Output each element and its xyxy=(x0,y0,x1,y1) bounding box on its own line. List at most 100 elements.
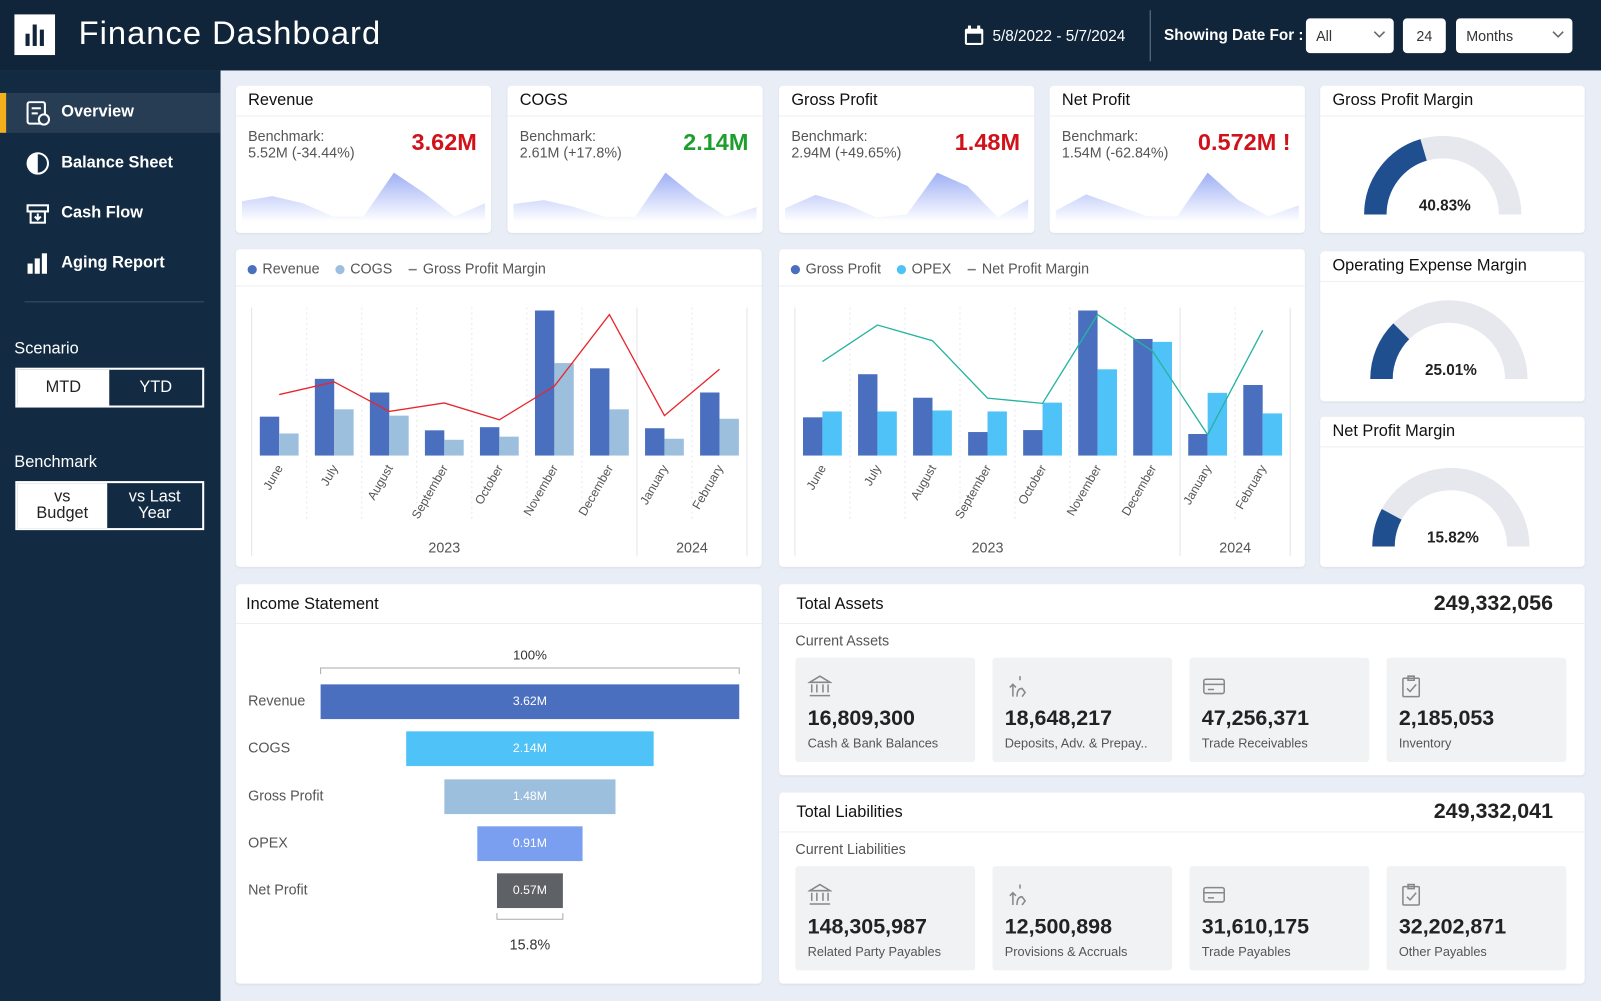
bar xyxy=(1152,341,1173,456)
chart-svg: Revenue 3.62M COGS 2.14M Gross Profit 1.48M OP… xyxy=(248,647,740,954)
benchmark-value: 2.61M (+17.8%) xyxy=(519,144,622,161)
period-unit[interactable]: Months xyxy=(1456,18,1573,54)
chart-svg: 40.83% xyxy=(1364,135,1522,215)
group-label: 2023 xyxy=(428,540,460,556)
bar xyxy=(314,378,335,456)
nav-active-marker xyxy=(0,92,7,133)
gauge-card: Net Profit Margin 15.82% xyxy=(1320,416,1585,567)
funnel-bar xyxy=(496,873,563,909)
divider xyxy=(507,115,763,117)
legend-marker xyxy=(247,265,257,275)
kpi-card: COGS Benchmark: 2.61M (+17.8%) 2.14M xyxy=(507,85,763,233)
category-label: COGS xyxy=(248,740,290,756)
period-filter[interactable]: All xyxy=(1305,18,1394,54)
bar xyxy=(822,411,842,456)
sparkline-area xyxy=(785,172,1029,222)
benchmark-option[interactable]: vs Last Year xyxy=(128,488,181,522)
aging-icon xyxy=(27,253,47,274)
benchmark-option[interactable]: vs Budget xyxy=(17,483,108,529)
metric-value: 16,809,300 xyxy=(807,706,915,731)
section-title: Total Assets xyxy=(796,595,884,613)
metric-value: 148,305,987 xyxy=(807,915,927,939)
group-label: 2023 xyxy=(972,540,1004,556)
divider xyxy=(779,831,1585,833)
legend-label: Gross Profit xyxy=(806,261,881,277)
metric-value: 47,256,371 xyxy=(1201,706,1310,731)
section-total: 249,332,041 xyxy=(1433,799,1554,824)
tile-icon xyxy=(1402,883,1421,906)
kpi-title: Net Profit xyxy=(1061,91,1130,110)
scenario-option[interactable]: YTD xyxy=(139,378,173,396)
metric-tile: 32,202,871 Other Payables xyxy=(1386,866,1567,971)
bar xyxy=(1023,430,1043,456)
legend-label: OPEX xyxy=(912,261,952,277)
legend-label: Gross Profit Margin xyxy=(423,261,546,277)
chart-svg xyxy=(1055,172,1299,222)
bar xyxy=(424,430,445,456)
section-title: Total Liabilities xyxy=(796,803,903,822)
bar xyxy=(1097,369,1117,456)
bar xyxy=(1262,413,1283,456)
tile-icon xyxy=(1203,678,1226,695)
chart-svg xyxy=(241,172,485,222)
gauge-label: 40.83% xyxy=(1419,197,1471,214)
calendar-icon xyxy=(964,25,984,45)
bar xyxy=(913,397,933,456)
legend-label: Revenue xyxy=(262,261,319,277)
tile-icon xyxy=(1203,886,1226,903)
bar xyxy=(334,409,354,456)
nav-item[interactable]: Aging Report xyxy=(61,254,165,272)
bar xyxy=(1042,402,1062,456)
nav-item[interactable]: Overview xyxy=(61,103,134,121)
bar xyxy=(389,415,409,456)
benchmark-value: 5.52M (-34.44%) xyxy=(248,144,355,161)
bar xyxy=(259,416,280,456)
category-label: Net Profit xyxy=(248,882,308,898)
bar xyxy=(719,418,739,456)
bar xyxy=(803,417,823,456)
divider xyxy=(24,301,205,303)
divider xyxy=(235,623,762,625)
balance-card: Total Assets 249,332,056 Current Assets 16,… xyxy=(779,584,1585,776)
category-label: OPEX xyxy=(248,835,288,851)
kpi-value: 1.48M xyxy=(954,128,1021,156)
x-tick-label: February xyxy=(690,462,727,512)
gauge-title: Operating Expense Margin xyxy=(1332,257,1527,275)
x-tick-label: July xyxy=(861,462,884,489)
x-tick-label: October xyxy=(472,462,506,507)
kpi-title: Gross Profit xyxy=(791,91,878,110)
sparkline-area xyxy=(241,172,485,222)
value-label: 0.91M xyxy=(513,836,547,850)
funnel-bar xyxy=(444,779,616,815)
icon-shape xyxy=(1009,884,1027,906)
gauge-value xyxy=(1370,323,1410,380)
bar xyxy=(444,439,464,456)
bracket xyxy=(496,913,564,920)
metric-label: Related Party Payables xyxy=(807,944,942,960)
date-range: 5/8/2022 - 5/7/2024 xyxy=(992,27,1126,45)
period-count[interactable]: 24 xyxy=(1402,18,1446,54)
kpi-title: Revenue xyxy=(248,91,314,110)
metric-value: 32,202,871 xyxy=(1398,915,1507,939)
x-tick-label: January xyxy=(1180,462,1214,508)
metric-label: Other Payables xyxy=(1398,944,1487,960)
metric-label: Inventory xyxy=(1398,736,1452,751)
kpi-title: COGS xyxy=(519,91,568,110)
metric-tile: 2,185,053 Inventory xyxy=(1386,657,1567,762)
icon-shape xyxy=(1203,891,1225,899)
icon-shape xyxy=(1009,676,1027,698)
scenario-option[interactable]: MTD xyxy=(17,369,110,406)
x-tick-label: November xyxy=(1064,462,1104,518)
category-label: Gross Profit xyxy=(248,788,323,804)
bar xyxy=(968,432,988,456)
metric-tile: 18,648,217 Deposits, Adv. & Prepay.. xyxy=(992,657,1173,762)
metric-tile: 16,809,300 Cash & Bank Balances xyxy=(795,657,976,762)
x-tick-label: August xyxy=(365,462,396,503)
period-filter-text: All xyxy=(1316,27,1333,44)
chart-card: Revenue COGS Gross Profit Margin June July Au… xyxy=(235,249,762,567)
funnel-bar xyxy=(477,826,583,862)
nav-item[interactable]: Balance Sheet xyxy=(61,154,173,172)
icon-shape xyxy=(1406,883,1417,902)
icon-shape xyxy=(1203,678,1226,695)
nav-item[interactable]: Cash Flow xyxy=(61,204,143,222)
